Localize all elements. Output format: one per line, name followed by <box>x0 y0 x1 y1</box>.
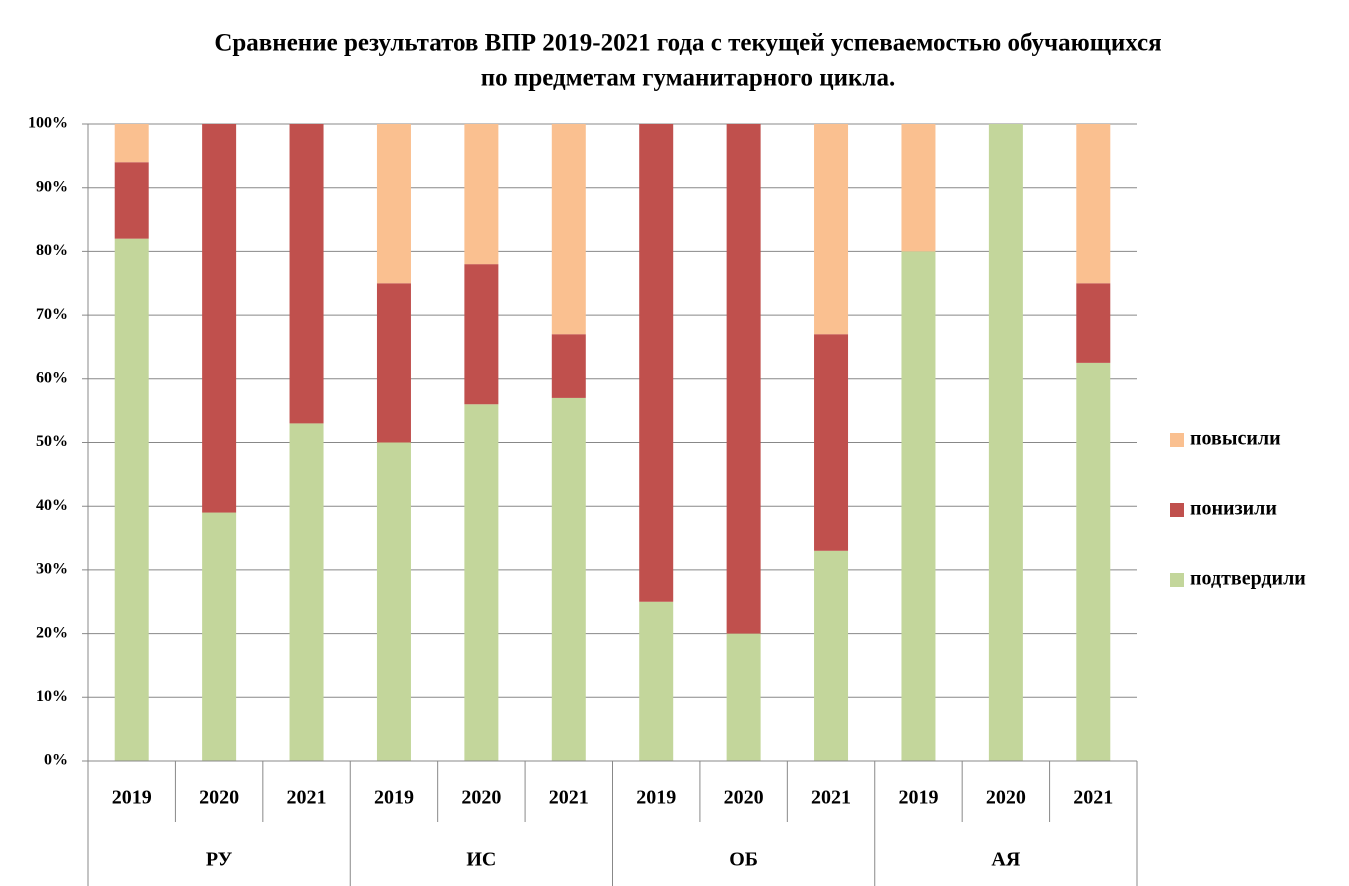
bar-segment <box>289 423 324 761</box>
bar-segment <box>551 334 586 398</box>
group-label: РУ <box>206 849 233 871</box>
bar-segment <box>464 404 499 761</box>
legend-label: понизили <box>1190 498 1277 520</box>
bar-segment <box>464 124 499 265</box>
x-tick-label: 2021 <box>287 787 327 809</box>
y-tick-label: 0% <box>44 752 68 769</box>
x-tick-label: 2021 <box>811 787 851 809</box>
bar-segment <box>639 124 674 602</box>
chart-title: по предметам гуманитарного цикла. <box>481 65 895 92</box>
y-tick-label: 40% <box>36 497 68 514</box>
bar-segment <box>551 397 586 761</box>
legend-label: повысили <box>1190 428 1281 450</box>
y-tick-label: 100% <box>28 115 68 132</box>
x-tick-label: 2021 <box>549 787 589 809</box>
y-tick-label: 60% <box>36 369 68 386</box>
bar-segment <box>814 334 849 551</box>
bar-segment <box>901 251 936 761</box>
y-tick-label: 30% <box>36 561 68 578</box>
legend-swatch <box>1170 503 1184 517</box>
bar-segment <box>114 124 149 163</box>
y-tick-label: 50% <box>36 433 68 450</box>
y-tick-label: 20% <box>36 624 68 641</box>
bar-segment <box>114 162 149 239</box>
x-tick-label: 2019 <box>636 787 676 809</box>
bar-segment <box>376 442 411 761</box>
bar-segment <box>726 633 761 761</box>
bar-segment <box>289 124 324 424</box>
group-label: ИС <box>466 849 496 871</box>
legend-swatch <box>1170 433 1184 447</box>
bar-segment <box>639 601 674 761</box>
y-tick-label: 90% <box>36 178 68 195</box>
bar-segment <box>202 512 237 761</box>
bar-segment <box>1076 362 1111 761</box>
bar-segment <box>1076 283 1111 363</box>
bar-segment <box>814 124 849 335</box>
group-label: АЯ <box>991 849 1020 871</box>
bar-segment <box>376 124 411 284</box>
x-tick-label: 2020 <box>461 787 501 809</box>
y-tick-label: 70% <box>36 306 68 323</box>
x-tick-label: 2019 <box>374 787 414 809</box>
bar-segment <box>376 283 411 443</box>
y-tick-label: 80% <box>36 242 68 259</box>
x-tick-label: 2019 <box>112 787 152 809</box>
bar-segment <box>551 124 586 335</box>
legend-label: подтвердили <box>1190 568 1306 590</box>
bar-segment <box>901 124 936 252</box>
bar-segment <box>1076 124 1111 284</box>
x-tick-label: 2019 <box>898 787 938 809</box>
chart-title: Сравнение результатов ВПР 2019-2021 года… <box>214 30 1161 57</box>
bar-segment <box>114 238 149 761</box>
bar-segment <box>988 124 1023 761</box>
bar-segment <box>202 124 237 513</box>
x-tick-label: 2020 <box>724 787 764 809</box>
x-tick-label: 2020 <box>986 787 1026 809</box>
y-tick-label: 10% <box>36 688 68 705</box>
legend-swatch <box>1170 573 1184 587</box>
group-label: ОБ <box>729 849 758 871</box>
bar-segment <box>726 124 761 634</box>
x-tick-label: 2021 <box>1073 787 1113 809</box>
bar-segment <box>814 550 849 761</box>
x-tick-label: 2020 <box>199 787 239 809</box>
bar-segment <box>464 264 499 405</box>
